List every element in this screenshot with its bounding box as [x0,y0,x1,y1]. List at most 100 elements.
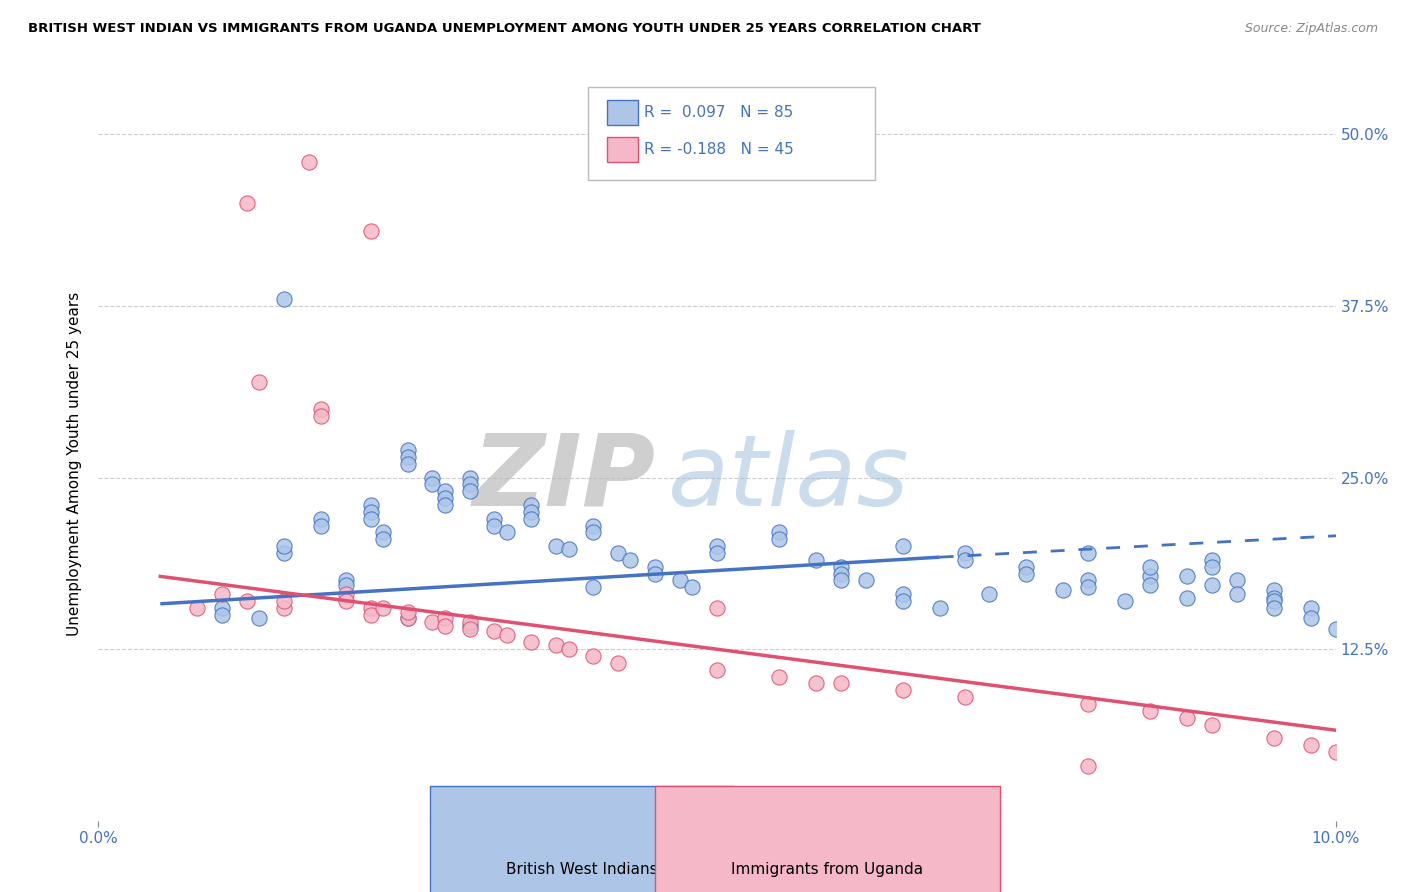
Point [273,601,295,615]
Point [1114,594,1136,608]
Point [433,491,456,505]
Point [1175,711,1198,725]
Point [1263,594,1285,608]
Point [360,223,382,237]
Point [520,635,543,649]
Point [582,580,605,594]
Point [557,541,579,556]
Point [335,577,357,591]
Point [644,566,666,581]
Point [979,587,1001,601]
Point [855,574,877,588]
Point [1077,574,1099,588]
Point [1201,577,1223,591]
Point [1263,601,1285,615]
Point [1263,583,1285,598]
Point [520,512,543,526]
Point [360,607,382,622]
Point [1015,559,1038,574]
Point [804,553,827,567]
Point [830,559,852,574]
Point [706,539,728,553]
Point [1175,591,1198,606]
Point [422,470,444,484]
Point [830,566,852,581]
Point [458,615,481,629]
Point [396,610,419,624]
Point [247,375,270,389]
Point [607,546,630,560]
Point [335,594,357,608]
Point [458,484,481,499]
Point [1077,758,1099,772]
Point [582,525,605,540]
Point [953,546,976,560]
Point [706,546,728,560]
Point [433,610,456,624]
Point [1201,559,1223,574]
Point [396,443,419,458]
Point [1077,546,1099,560]
Point [433,484,456,499]
Point [953,690,976,705]
Point [768,525,790,540]
Point [236,594,259,608]
Point [1052,583,1074,598]
Point [396,605,419,619]
Point [1139,577,1161,591]
Point [396,450,419,464]
Point [360,512,382,526]
Point [309,512,332,526]
Point [247,610,270,624]
Point [371,601,394,615]
Point [335,574,357,588]
Point [433,498,456,512]
Point [1263,591,1285,606]
Point [484,624,506,639]
Point [360,601,382,615]
Point [830,574,852,588]
Point [335,587,357,601]
Point [1139,569,1161,583]
Point [1226,587,1249,601]
Y-axis label: Unemployment Among Youth under 25 years: Unemployment Among Youth under 25 years [67,292,83,636]
Point [557,642,579,657]
Point [273,292,295,306]
Point [706,601,728,615]
Text: Source: ZipAtlas.com: Source: ZipAtlas.com [1244,22,1378,36]
Text: ZIP: ZIP [472,430,655,526]
Point [706,663,728,677]
Point [371,525,394,540]
Point [360,498,382,512]
Point [1226,574,1249,588]
Point [1077,697,1099,711]
Point [422,477,444,491]
Point [619,553,641,567]
Point [211,607,233,622]
Point [1139,704,1161,718]
Point [309,518,332,533]
Text: atlas: atlas [668,430,910,526]
Point [607,656,630,670]
Point [396,610,419,624]
Point [458,619,481,633]
Point [1077,580,1099,594]
Point [273,539,295,553]
Point [1201,553,1223,567]
Point [273,546,295,560]
Text: R = -0.188   N = 45: R = -0.188 N = 45 [644,143,794,157]
Point [1139,559,1161,574]
Point [1201,717,1223,731]
Point [422,615,444,629]
Point [1175,569,1198,583]
Point [458,477,481,491]
Point [211,587,233,601]
Point [433,619,456,633]
Point [484,512,506,526]
Text: BRITISH WEST INDIAN VS IMMIGRANTS FROM UGANDA UNEMPLOYMENT AMONG YOUTH UNDER 25 : BRITISH WEST INDIAN VS IMMIGRANTS FROM U… [28,22,981,36]
Point [582,648,605,663]
Point [546,638,568,652]
Point [891,587,914,601]
Point [1299,738,1322,752]
Point [768,533,790,547]
